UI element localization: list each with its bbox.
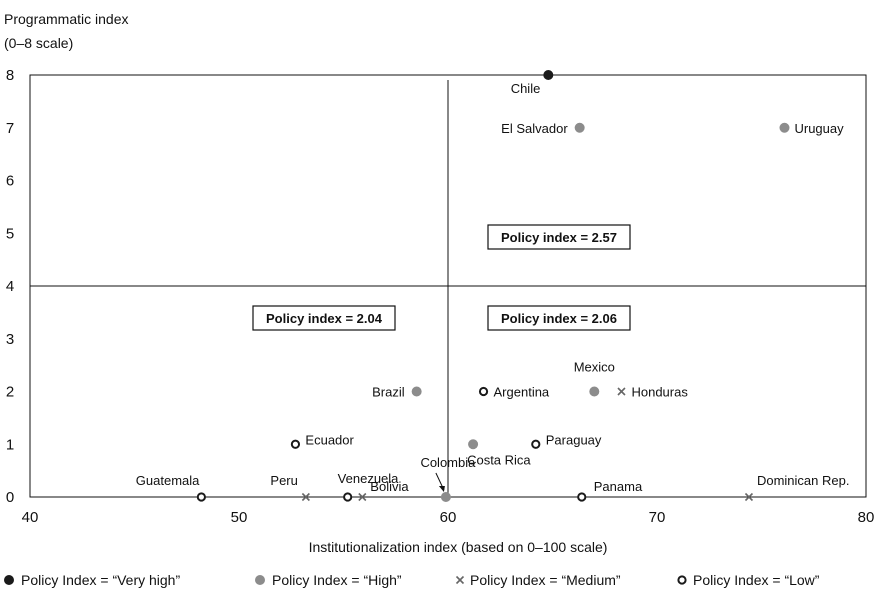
marker-stroke [358,492,367,502]
point-marker-high [411,386,422,397]
marker-stroke [744,492,754,502]
point-marker-medium [744,492,754,502]
point-marker-high [255,575,265,585]
legend-label: Policy Index = “High” [272,572,402,588]
point-label: Colombia [420,455,476,470]
point-marker-medium [301,492,310,502]
point-marker-low [677,575,687,585]
point-marker-medium [455,575,465,585]
point-marker-low [531,439,541,449]
y-tick-label: 5 [6,225,14,242]
legend-label: Policy Index = “Medium” [470,572,621,588]
x-axis-title: Institutionalization index (based on 0–1… [309,539,608,555]
y-tick-label: 4 [6,278,14,295]
x-tick-label: 50 [231,509,248,526]
quadrant-annotations: Policy index = 2.57 Policy index = 2.04 Po… [252,224,631,331]
point-marker-very-high [543,70,554,80]
annotation-text: Policy index = 2.06 [501,311,617,326]
point-label: Venezuela [338,471,399,486]
point-marker-low [343,492,353,502]
point-marker-low [290,439,301,449]
point-label: El Salvador [501,121,568,136]
point-marker-high [779,122,790,133]
point-marker-high [574,122,585,133]
point-label: Ecuador [305,432,354,447]
point-marker-high [589,386,600,397]
point-marker-very-high [4,575,14,585]
legend-item-very-high: Policy Index = “Very high” [4,572,180,588]
y-tick-label: 7 [6,120,14,137]
y-tick-label: 1 [6,436,14,453]
annotation-box [487,305,631,331]
y-tick-label: 2 [6,384,14,401]
legend-label: Policy Index = “Low” [693,572,820,588]
point-label: Argentina [494,385,550,400]
point-labels: Chile El Salvador Uruguay Brazil Argentina Me… [136,81,850,494]
x-tick-label: 60 [440,509,457,526]
point-marker-high [468,439,479,450]
legend-item-medium: Policy Index = “Medium” [455,572,621,588]
y-tick-label: 8 [6,67,14,84]
y-tick-label: 0 [6,489,14,506]
point-label: Peru [270,473,297,488]
y-axis-title-line1: Programmatic index [4,11,129,27]
point-marker-low [478,386,489,397]
point-label: Brazil [372,385,405,400]
annotation-box [487,224,631,250]
legend-label: Policy Index = “Very high” [21,572,180,588]
point-label: Costa Rica [467,452,531,467]
point-label: Uruguay [794,121,844,136]
legend-item-low: Policy Index = “Low” [677,572,820,588]
legend-item-high: Policy Index = “High” [255,572,402,588]
annotation-text: Policy index = 2.04 [266,311,383,326]
colombia-arrow-head [438,486,445,492]
x-tick-label: 40 [22,509,39,526]
y-axis-title-line2: (0–8 scale) [4,35,73,51]
x-tick-label: 80 [858,509,874,526]
annotation-text: Policy index = 2.57 [501,230,617,245]
point-label: Guatemala [136,473,200,488]
point-marker-medium [358,492,367,502]
axis-ticks: 0 1 2 3 4 5 6 7 8 40 50 60 70 80 [6,67,874,526]
point-label: Mexico [574,360,615,375]
marker-stroke [617,387,626,396]
point-label: Dominican Rep. [757,473,850,488]
reference-lines [30,80,866,497]
y-tick-label: 6 [6,173,14,190]
legend: Policy Index = “Very high” Policy Index =… [4,572,820,588]
point-label: Bolivia [370,479,409,494]
point-marker-medium [617,387,626,396]
point-marker-low [577,492,587,502]
point-label: Chile [511,81,541,96]
point-marker-high [440,492,451,502]
point-label: Panama [594,479,643,494]
annotation-box [252,305,396,331]
point-marker-low [196,492,206,502]
data-points [196,70,790,502]
point-label: Paraguay [546,432,602,447]
x-tick-label: 70 [649,509,666,526]
y-tick-label: 3 [6,331,14,348]
marker-stroke [455,575,465,585]
marker-stroke [301,492,310,502]
point-label: Honduras [631,385,688,400]
